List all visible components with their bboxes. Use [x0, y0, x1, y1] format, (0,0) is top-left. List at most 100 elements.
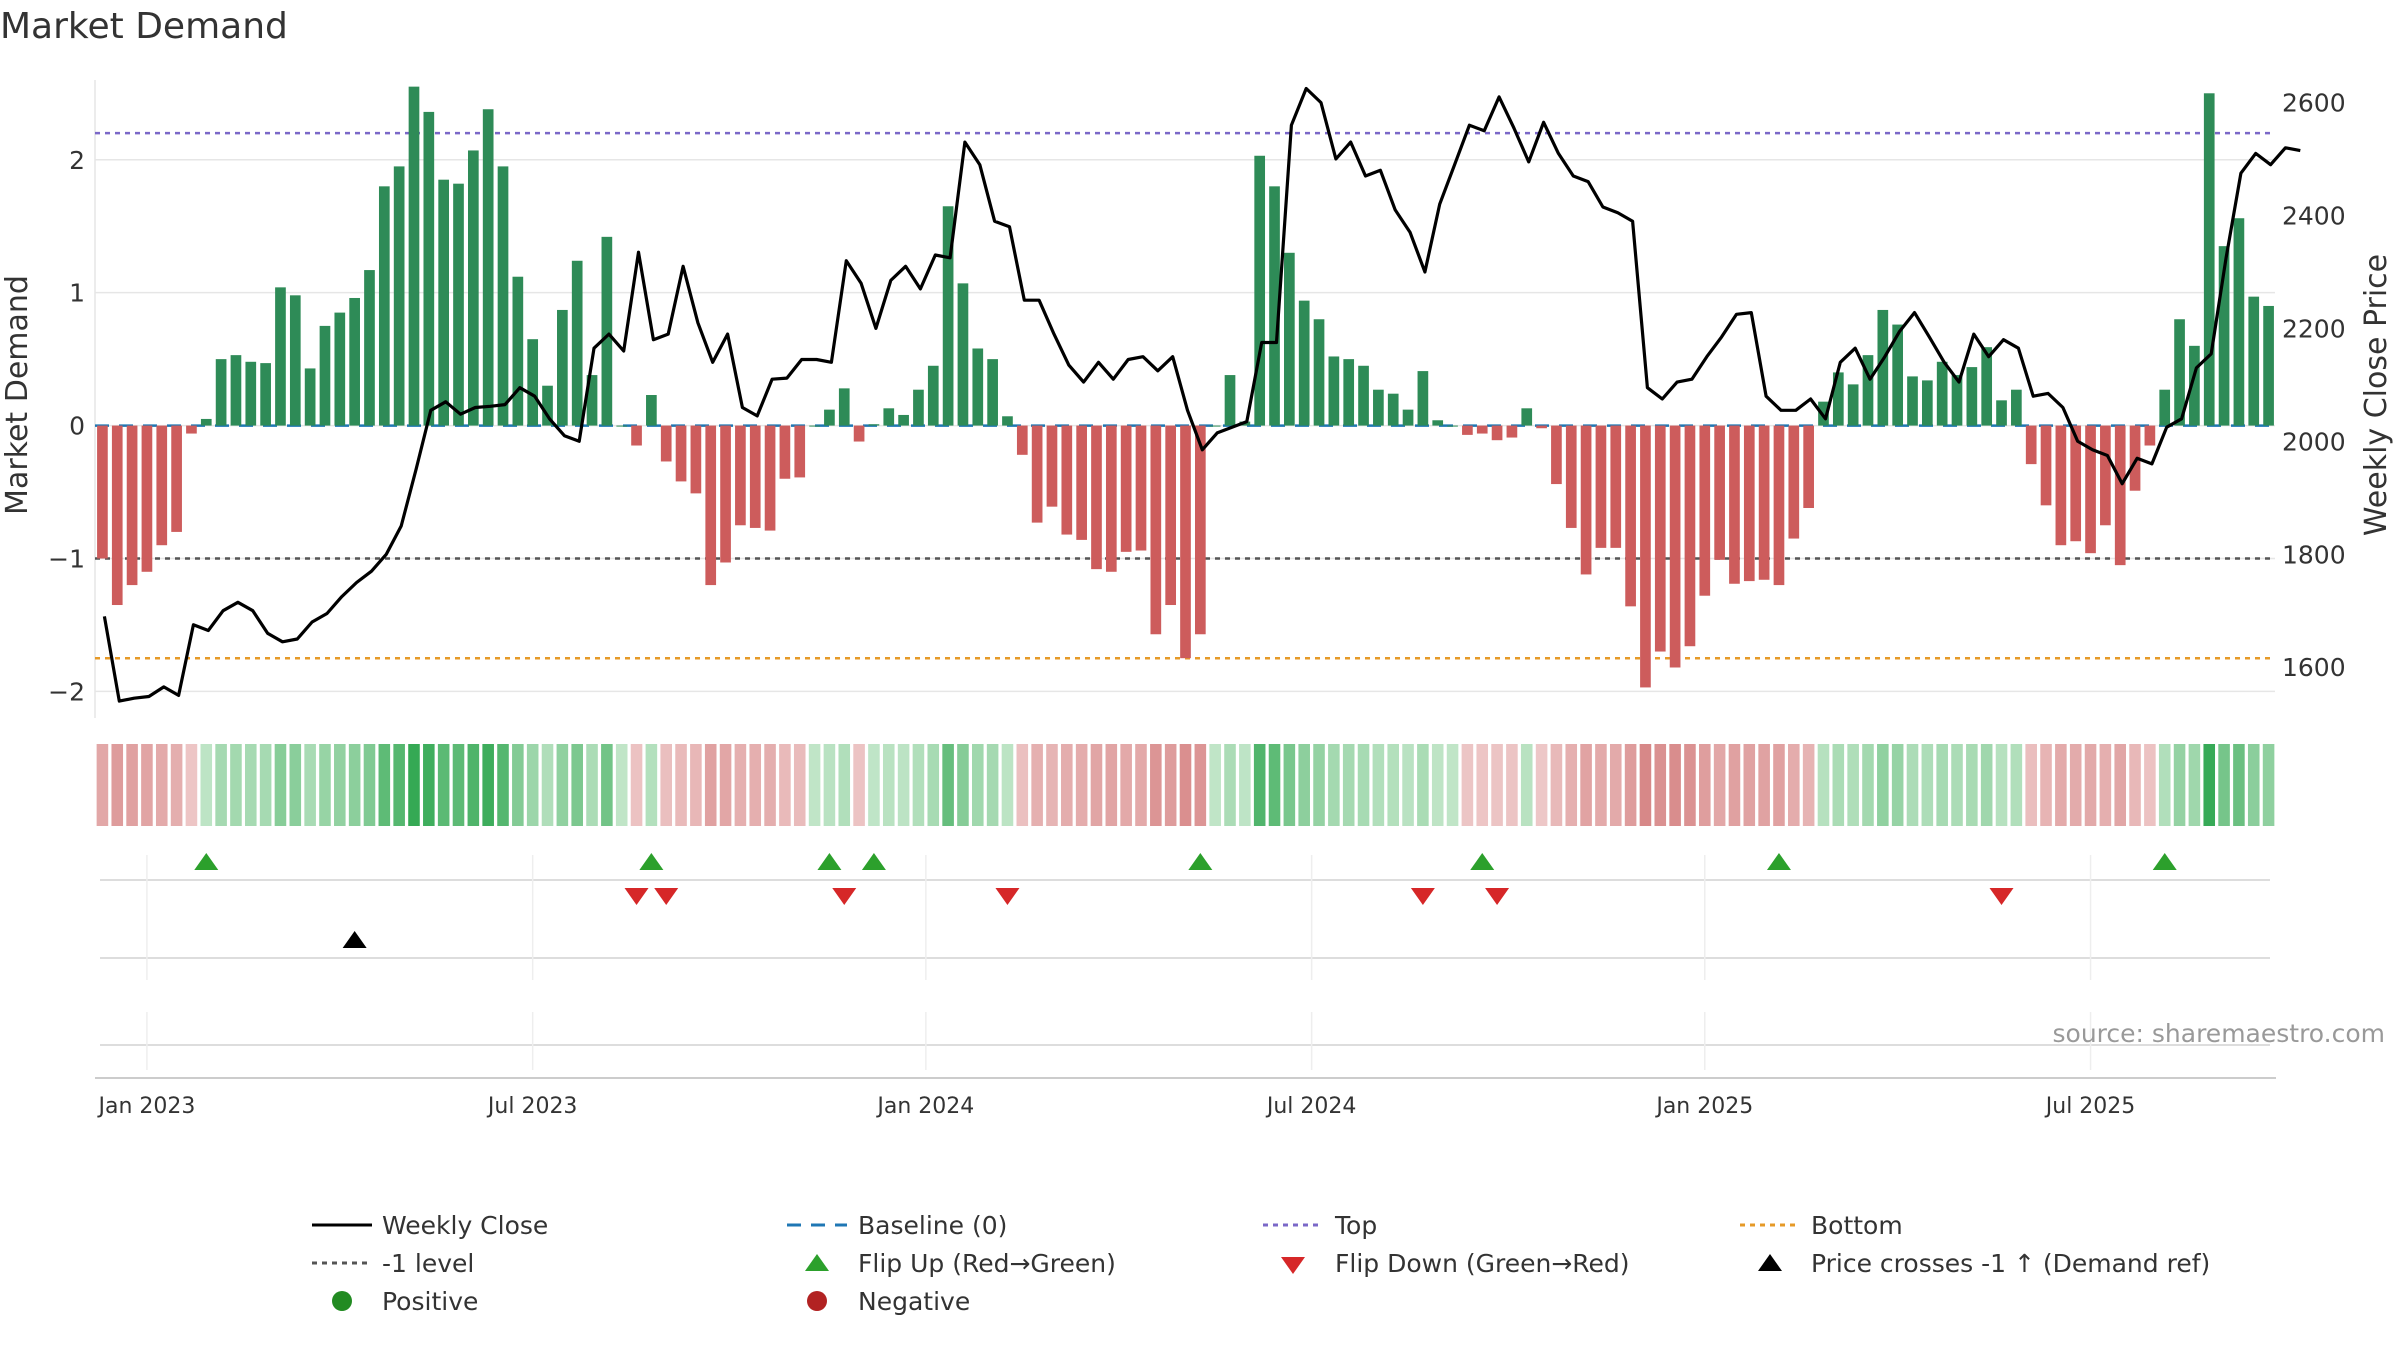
demand-bar-57	[942, 206, 954, 426]
demand-bar-35	[616, 425, 628, 427]
heat-cell-41	[704, 744, 717, 826]
heat-cell-29	[526, 744, 539, 826]
heat-cell-18	[363, 744, 376, 826]
heat-cell-103	[1624, 744, 1637, 826]
heat-cell-15	[319, 744, 331, 826]
chart-title: Market Demand	[0, 6, 288, 47]
heat-cell-125	[1951, 744, 1963, 826]
heat-cell-44	[749, 744, 762, 826]
demand-bar-61	[1002, 416, 1013, 426]
demand-bar-92	[1462, 425, 1473, 435]
heat-cell-62	[1016, 744, 1029, 826]
demand-bar-110	[1729, 425, 1740, 584]
flip-up-marker-4	[1188, 853, 1213, 870]
demand-bar-108	[1699, 425, 1711, 596]
legend-label-baseline: Baseline (0)	[858, 1211, 1007, 1240]
heat-cell-25	[467, 744, 480, 826]
heat-cell-46	[779, 744, 791, 826]
demand-bar-74	[1194, 425, 1206, 635]
heat-cell-61	[1001, 744, 1014, 826]
heat-cell-43	[734, 744, 747, 826]
right-tick-2: 2200	[2282, 314, 2346, 343]
demand-bar-83	[1328, 356, 1340, 426]
demand-bar-104	[1640, 425, 1651, 688]
heat-cell-112	[1758, 744, 1770, 826]
flip-down-marker-6	[1989, 888, 2014, 905]
heat-cell-45	[764, 744, 776, 826]
heat-cell-58	[957, 744, 969, 826]
demand-bar-80	[1284, 252, 1295, 426]
heat-cell-138	[2144, 744, 2156, 826]
event-markers	[194, 853, 2177, 948]
heat-cell-9	[230, 744, 242, 826]
demand-bar-72	[1165, 425, 1177, 606]
demand-bar-94	[1491, 425, 1503, 441]
heat-cell-107	[1684, 744, 1696, 826]
heat-cell-99	[1565, 744, 1578, 826]
heat-cell-57	[942, 744, 954, 826]
x-tick-0: Jan 2023	[96, 1094, 195, 1119]
heat-cell-76	[1224, 744, 1236, 826]
demand-bar-18	[364, 270, 375, 426]
heat-cell-106	[1669, 744, 1681, 826]
demand-bar-86	[1373, 389, 1384, 426]
demand-bar-64	[1046, 425, 1058, 507]
demand-bar-24	[453, 183, 464, 426]
demand-bar-67	[1091, 425, 1102, 570]
demand-bar-59	[972, 348, 984, 426]
demand-bar-117	[1832, 372, 1844, 426]
heat-cell-126	[1966, 744, 1978, 826]
demand-bar-55	[913, 389, 924, 426]
heat-cell-10	[244, 744, 257, 826]
demand-bar-106	[1669, 425, 1681, 668]
demand-bar-85	[1358, 365, 1369, 426]
demand-bar-66	[1076, 425, 1087, 540]
left-ticks: 2 1 0 −1 −2	[48, 146, 85, 707]
demand-bar-30	[542, 385, 553, 426]
heat-cell-132	[2055, 744, 2067, 826]
legend: Weekly Close Baseline (0) Top Bottom -1 leve…	[312, 1211, 2210, 1316]
demand-bar-29	[527, 339, 539, 426]
heat-cell-39	[675, 744, 687, 826]
heat-cell-67	[1090, 744, 1103, 826]
legend-label-flip-up: Flip Up (Red→Green)	[858, 1249, 1116, 1278]
demand-bar-142	[2203, 93, 2215, 426]
heat-cell-96	[1520, 744, 1533, 826]
demand-bar-12	[275, 287, 286, 426]
demand-bar-46	[779, 425, 791, 479]
demand-bar-41	[705, 425, 717, 586]
heat-cell-115	[1802, 744, 1815, 826]
x-tick-2: Jan 2024	[875, 1094, 974, 1119]
heat-cell-4	[155, 744, 168, 826]
demand-bar-23	[438, 179, 450, 426]
demand-bar-49	[824, 409, 835, 426]
demand-bar-138	[2144, 425, 2156, 446]
heat-cell-128	[1995, 744, 2008, 826]
demand-bar-101	[1595, 425, 1607, 548]
demand-bar-120	[1877, 309, 1889, 426]
demand-bar-2	[126, 425, 138, 586]
demand-bar-82	[1313, 319, 1325, 426]
demand-bar-4	[156, 425, 168, 546]
flip-up-marker-7	[2152, 853, 2177, 870]
demand-bar-39	[675, 425, 687, 482]
legend-swatch-negative	[807, 1291, 827, 1311]
heat-cell-120	[1877, 744, 1889, 826]
demand-bar-100	[1580, 425, 1592, 575]
demand-bar-81	[1298, 300, 1310, 426]
heat-cell-71	[1150, 744, 1162, 826]
demand-bar-45	[764, 425, 776, 531]
heat-cell-102	[1609, 744, 1622, 826]
heat-cell-22	[423, 744, 435, 826]
heat-cell-14	[304, 744, 316, 826]
demand-bar-15	[319, 325, 331, 426]
heat-cell-49	[823, 744, 836, 826]
right-axis-label: Weekly Close Price	[2359, 254, 2394, 536]
legend-swatch-flip-up	[805, 1254, 829, 1271]
heat-cell-47	[793, 744, 806, 826]
demand-bar-123	[1921, 380, 1933, 426]
demand-bar-119	[1862, 355, 1874, 426]
heat-cell-23	[437, 744, 450, 826]
demand-bar-51	[853, 425, 865, 442]
flip-down-marker-3	[995, 888, 1020, 905]
